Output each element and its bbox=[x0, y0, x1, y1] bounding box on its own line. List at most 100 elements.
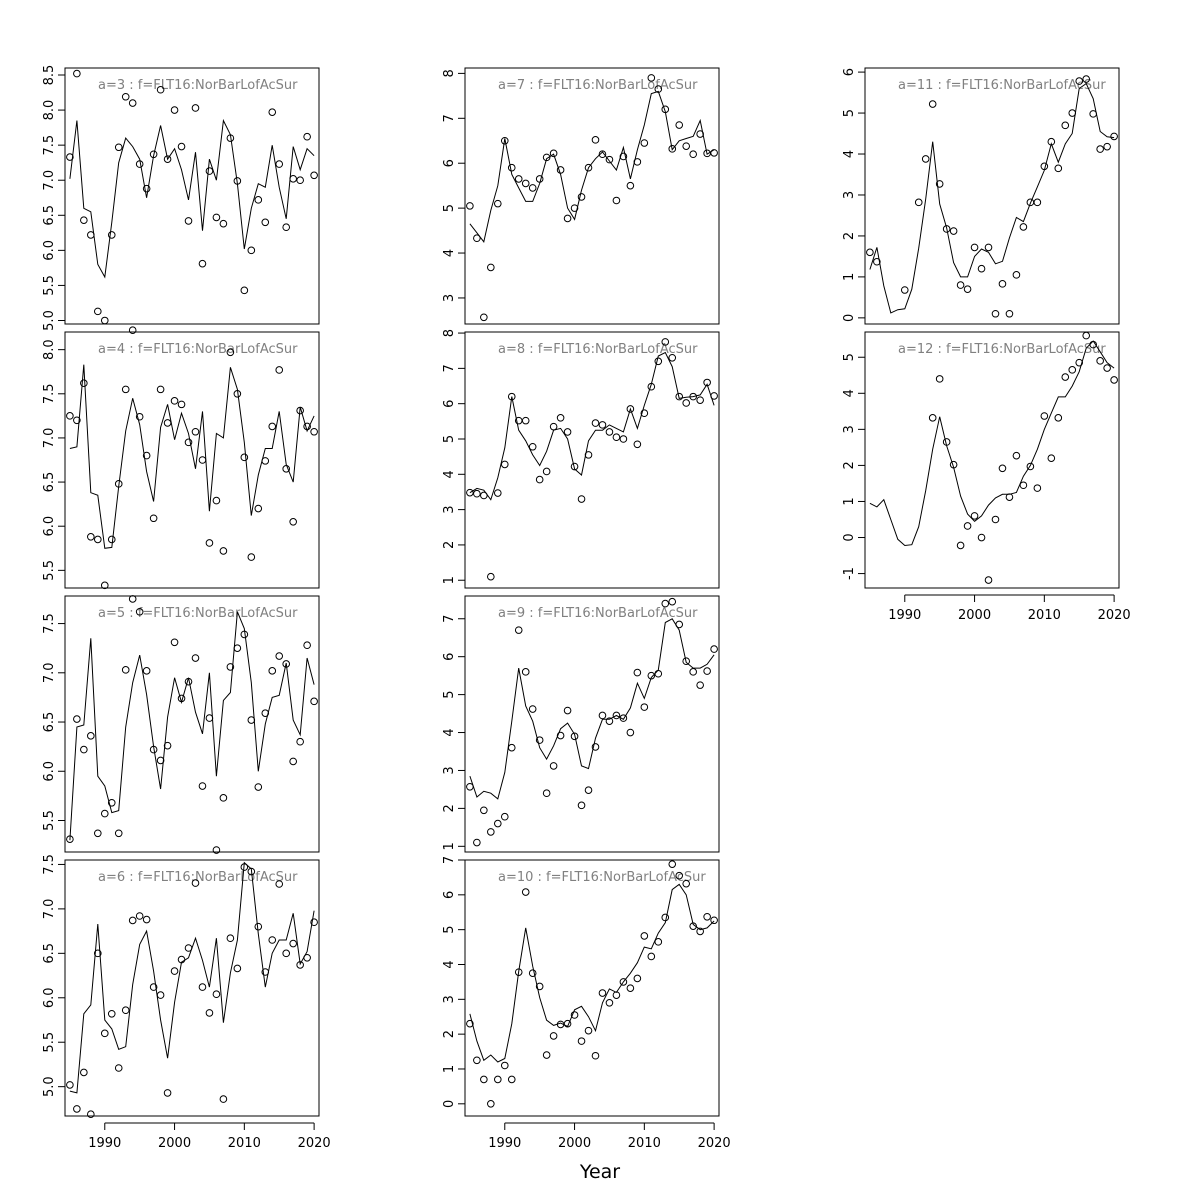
obs-point bbox=[633, 158, 642, 166]
panel-title: a=7 : f=FLT16:NorBarLofAcSur bbox=[498, 78, 698, 93]
obs-point bbox=[577, 1037, 586, 1045]
obs-point bbox=[156, 85, 165, 94]
obs-point bbox=[654, 85, 663, 93]
obs-point bbox=[205, 539, 214, 547]
panel-title: a=5 : f=FLT16:NorBarLofAcSur bbox=[98, 606, 298, 621]
panel-frame bbox=[64, 859, 320, 1117]
obs-point bbox=[507, 1075, 516, 1084]
obs-point bbox=[87, 1110, 95, 1119]
obs-point bbox=[556, 166, 565, 174]
y-tick-label: 7.5 bbox=[42, 383, 57, 404]
obs-point bbox=[682, 657, 691, 666]
obs-point bbox=[591, 136, 600, 144]
obs-point bbox=[198, 983, 207, 991]
obs-point bbox=[682, 399, 691, 407]
obs-point bbox=[107, 798, 116, 807]
obs-point bbox=[142, 451, 151, 460]
obs-point bbox=[212, 990, 221, 999]
obs-point bbox=[240, 863, 249, 871]
obs-point bbox=[521, 888, 530, 896]
y-tick-label: 7 bbox=[442, 615, 457, 623]
obs-point bbox=[1019, 481, 1028, 490]
obs-point bbox=[633, 974, 642, 983]
obs-point bbox=[570, 462, 579, 471]
y-tick-label: 7.0 bbox=[42, 170, 57, 191]
obs-point bbox=[149, 150, 158, 159]
obs-point bbox=[696, 681, 704, 689]
y-tick-label: 1 bbox=[442, 576, 457, 584]
obs-point bbox=[956, 541, 965, 550]
obs-point bbox=[73, 1105, 81, 1113]
obs-point bbox=[591, 419, 600, 427]
panel-a-5: 5.5 6.0 6.5 7.0 7.5 a=5 : f=FLT16:NorBarLofAc… bbox=[42, 595, 320, 854]
y-tick-label: 3 bbox=[442, 294, 457, 302]
y-tick-label: 7 bbox=[442, 114, 457, 122]
obs-point bbox=[949, 227, 958, 235]
obs-point bbox=[619, 978, 628, 986]
obs-point bbox=[542, 153, 551, 162]
obs-point bbox=[149, 983, 158, 991]
obs-point bbox=[128, 326, 137, 335]
obs-point bbox=[466, 488, 474, 497]
obs-point bbox=[184, 944, 193, 952]
y-tick-label: 6.5 bbox=[42, 472, 57, 493]
y-tick-label: 1 bbox=[842, 273, 857, 281]
obs-point bbox=[289, 939, 297, 948]
obs-point bbox=[80, 379, 88, 388]
panel-frame bbox=[864, 67, 1120, 325]
obs-point bbox=[675, 871, 684, 880]
obs-point bbox=[487, 572, 495, 581]
obs-point bbox=[240, 630, 249, 639]
obs-point bbox=[156, 991, 165, 999]
obs-point bbox=[1096, 357, 1104, 365]
obs-point bbox=[598, 989, 607, 997]
obs-point bbox=[900, 286, 909, 294]
obs-point bbox=[114, 143, 123, 152]
obs-point bbox=[640, 409, 649, 418]
obs-point bbox=[563, 428, 572, 436]
obs-point bbox=[163, 155, 172, 163]
obs-point bbox=[1019, 223, 1028, 231]
y-tick-label: 6.0 bbox=[42, 761, 57, 782]
obs-point bbox=[1110, 132, 1118, 141]
obs-point bbox=[654, 938, 663, 946]
obs-point bbox=[528, 184, 537, 192]
panel-frame bbox=[464, 331, 720, 589]
obs-point bbox=[142, 667, 151, 675]
obs-point bbox=[612, 433, 621, 442]
obs-point bbox=[1054, 414, 1063, 422]
obs-point bbox=[487, 1100, 495, 1108]
obs-point bbox=[261, 218, 270, 227]
panel-a-4: 5.5 6.0 6.5 7.0 7.5 8.0 a=4 : f=FLT16:NorBarLo… bbox=[42, 326, 320, 590]
obs-point bbox=[598, 421, 607, 429]
y-tick-label: 1 bbox=[842, 497, 857, 505]
panel-a-6: 5.0 5.5 6.0 6.5 7.0 7.5 1990 2000 2010 2020 a=6 : … bbox=[42, 854, 331, 1151]
obs-point bbox=[268, 422, 277, 431]
obs-point bbox=[170, 106, 179, 114]
obs-point bbox=[661, 599, 670, 608]
obs-point bbox=[254, 196, 263, 204]
y-tick-label: 7.5 bbox=[42, 135, 57, 156]
obs-point bbox=[935, 180, 944, 188]
obs-point bbox=[1103, 364, 1111, 372]
obs-point bbox=[289, 757, 297, 766]
obs-point bbox=[998, 464, 1007, 473]
obs-point bbox=[135, 912, 144, 920]
y-tick-label: 6.0 bbox=[42, 987, 57, 1008]
panel-title: a=9 : f=FLT16:NorBarLofAcSur bbox=[498, 606, 698, 621]
panel-a-10: 0 1 2 3 4 5 6 7 1990 2000 2010 2020 a=10 : f=FLT16:N… bbox=[442, 856, 731, 1151]
obs-point bbox=[205, 1009, 214, 1017]
obs-point bbox=[212, 213, 221, 222]
obs-point bbox=[866, 248, 874, 257]
obs-point bbox=[1012, 451, 1021, 460]
obs-point bbox=[93, 829, 102, 838]
y-tick-label: 2 bbox=[442, 1030, 457, 1038]
obs-point bbox=[661, 338, 670, 346]
obs-point bbox=[198, 782, 207, 790]
y-tick-label: 7 bbox=[442, 364, 457, 372]
obs-point bbox=[100, 316, 109, 325]
obs-point bbox=[619, 435, 628, 443]
fit-line bbox=[469, 90, 715, 243]
obs-point bbox=[493, 489, 502, 497]
obs-point bbox=[247, 246, 256, 255]
